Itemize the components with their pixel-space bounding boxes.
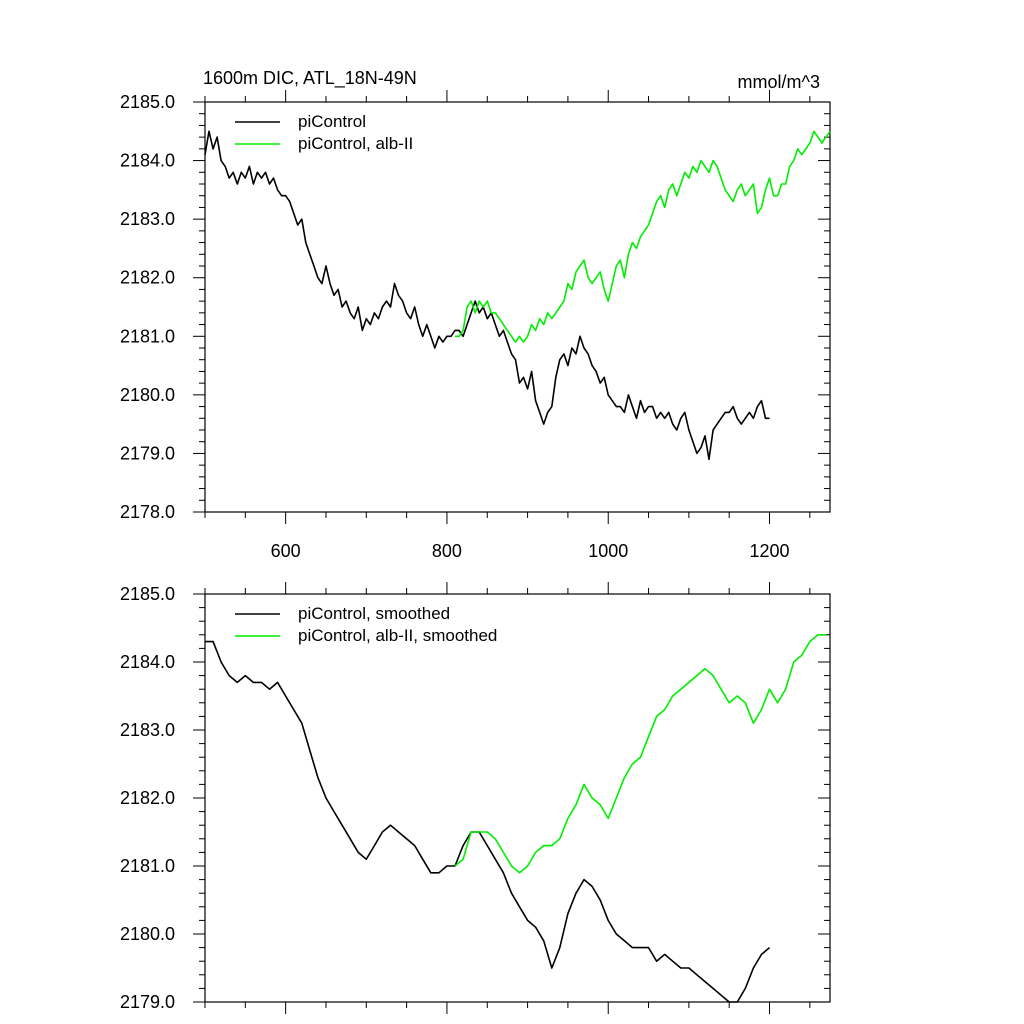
y-tick-label: 2182.0 (120, 268, 175, 288)
series-line-0 (205, 640, 771, 1003)
legend-label: piControl, alb-II (298, 134, 413, 153)
legend-label: piControl (298, 112, 366, 131)
legend-label: piControl, smoothed (298, 604, 450, 623)
y-tick-label: 2184.0 (120, 652, 175, 672)
units-label: mmol/m^3 (738, 72, 820, 92)
y-tick-label: 2178.0 (120, 502, 175, 522)
series-line-1 (455, 130, 831, 343)
y-tick-label: 2180.0 (120, 385, 175, 405)
y-tick-label: 2184.0 (120, 151, 175, 171)
y-tick-label: 2179.0 (120, 992, 175, 1012)
x-tick-label: 600 (271, 541, 301, 561)
bottom-panel: 2179.0 2180.0 2181.0 2182.0 2183.0 2184.0 2185… (120, 582, 831, 1014)
plot-frame (204, 593, 831, 1003)
y-tick-label: 2181.0 (120, 856, 175, 876)
y-tick-label: 2185.0 (120, 584, 175, 604)
y-tick-label: 2181.0 (120, 326, 175, 346)
y-tick-label: 2183.0 (120, 720, 175, 740)
legend-label: piControl, alb-II, smoothed (298, 626, 497, 645)
y-tick-label: 2183.0 (120, 209, 175, 229)
series-line-1 (454, 634, 826, 874)
y-tick-label: 2185.0 (120, 92, 175, 112)
x-tick-label: 1200 (749, 541, 789, 561)
y-tick-label: 2180.0 (120, 924, 175, 944)
figure-title: 1600m DIC, ATL_18N-49N (203, 68, 417, 89)
y-tick-label: 2179.0 (120, 443, 175, 463)
plot-frame (204, 101, 831, 513)
y-tick-label: 2182.0 (120, 788, 175, 808)
x-tick-label: 1000 (588, 541, 628, 561)
x-tick-label: 800 (432, 541, 462, 561)
top-panel: 2178.0 2179.0 2180.0 2181.0 2182.0 2183.0 2184… (120, 90, 831, 561)
series-line-0 (204, 130, 770, 461)
